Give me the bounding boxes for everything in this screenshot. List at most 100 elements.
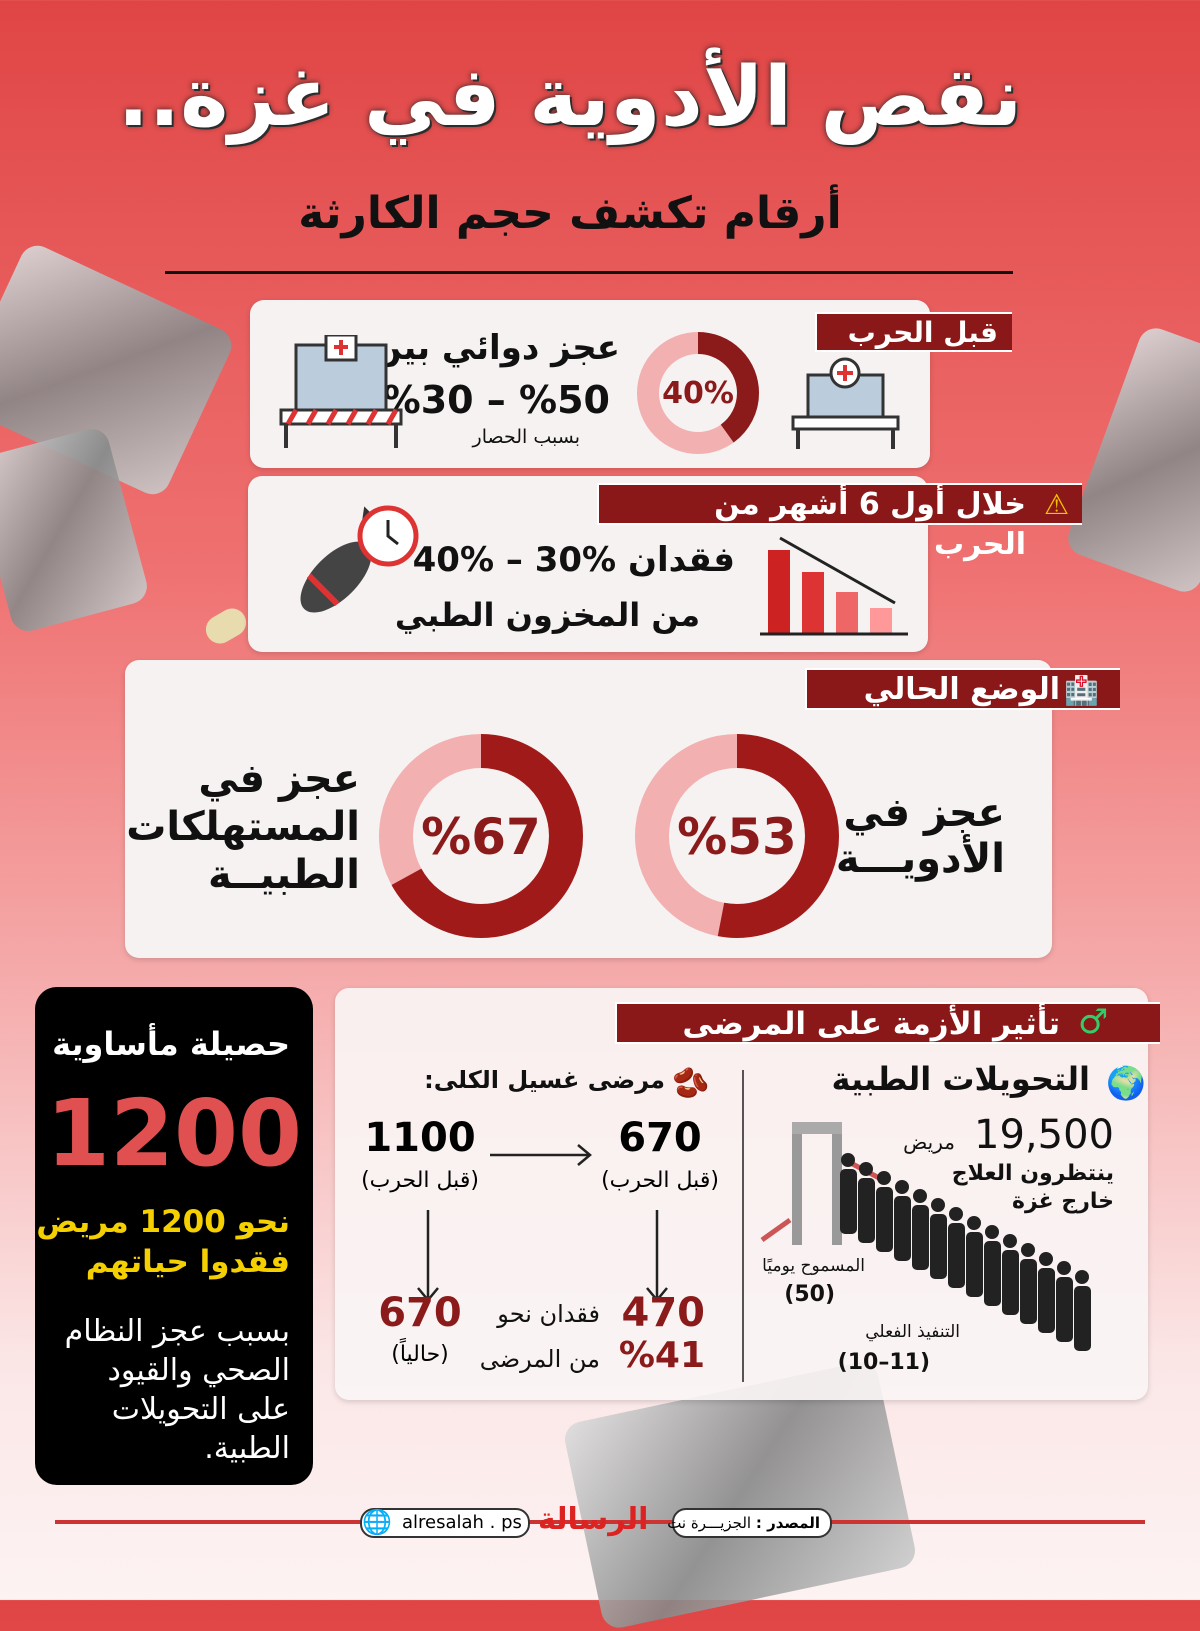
transfers-waiting: ينتظرون العلاج خارج غزة: [951, 1161, 1114, 1214]
person-icon: [1039, 1252, 1053, 1266]
person-icon: [858, 1178, 875, 1243]
dialysis-title: مرضى غسيل الكلى:: [424, 1066, 665, 1094]
actual-label: التنفيذ الفعلي: [865, 1322, 960, 1342]
dialysis-current-label: (حالياً): [391, 1342, 449, 1367]
person-icon: [984, 1241, 1001, 1306]
donut-value: 40%: [662, 376, 734, 411]
person-icon: [1020, 1259, 1037, 1324]
arrow-down-icon: [417, 1210, 668, 1302]
source-badge: المصدر : الجزيـــرة نت: [667, 1508, 832, 1538]
declining-bar-chart-icon: [760, 536, 908, 636]
arrows: [417, 1144, 668, 1302]
dialysis-loss-value: 470: [621, 1290, 706, 1336]
loss-range: فقدان %30 – %40: [412, 540, 735, 580]
globe-icon: 🌍: [1106, 1064, 1146, 1102]
arrow-right-icon: [490, 1144, 592, 1166]
person-icon: [1056, 1277, 1073, 1342]
supplies-title: عجز في المستهلكات الطبيــة: [126, 756, 360, 898]
person-icon: [877, 1171, 891, 1185]
hospital-barrier-icon: [279, 335, 403, 448]
impact-label: تأثير الأزمة على المرضى: [615, 1002, 1160, 1044]
dialysis-before-a-label: (قبل الحرب): [361, 1168, 479, 1193]
transfers-unit: مريض: [903, 1130, 955, 1154]
toll-deaths: نحو 1200 مريض فقدوا حياتهم: [36, 1204, 290, 1280]
medicines-title: عجز في الأدويـــة: [835, 790, 1005, 882]
page-title: نقص الأدوية في غزة..: [117, 50, 1023, 145]
actual-value: (11–10): [837, 1350, 930, 1375]
person-icon: [985, 1225, 999, 1239]
allowed-label: المسموح يوميًا: [762, 1256, 865, 1276]
footer-line: [55, 1520, 1145, 1524]
medicines-donut: %53: [635, 734, 839, 938]
supplies-donut: %67: [379, 734, 583, 938]
hospital-icon: 🏥: [1064, 674, 1099, 707]
toll-title: حصيلة مأساوية: [52, 1025, 290, 1063]
person-icon: [1002, 1250, 1019, 1315]
person-icon: [876, 1187, 893, 1252]
before-war-line1: عجز دوائي بين: [372, 328, 620, 368]
person-icon: [894, 1196, 911, 1261]
donut-fill: [379, 734, 583, 938]
person-icon: [948, 1223, 965, 1288]
hospital-icon: [791, 357, 900, 449]
impact-card: [335, 988, 1148, 1400]
alresalah-logo: الرسالة: [538, 1502, 649, 1537]
before-war-range: %30 – %50: [382, 378, 610, 422]
website-link[interactable]: alresalah . ps: [360, 1508, 530, 1538]
person-icon: [1021, 1243, 1035, 1257]
before-war-donut: 40%: [637, 332, 759, 454]
person-icon: [912, 1205, 929, 1270]
before-war-label: قبل الحرب: [815, 312, 1012, 352]
person-icon: [1038, 1268, 1055, 1333]
person-icon: [895, 1180, 909, 1194]
donut-fill: [635, 734, 839, 938]
divider: [165, 271, 1013, 274]
queue-gate-icon: [760, 1122, 1091, 1351]
divider: [742, 1070, 744, 1382]
loss-subject: من المخزون الطبي: [394, 596, 700, 634]
person-icon: [930, 1214, 947, 1279]
dialysis-loss-pct: %41: [618, 1335, 705, 1376]
person-icon: [840, 1169, 857, 1234]
transfers-count: 19,500: [974, 1112, 1114, 1158]
page-subtitle: أرقام تكشف حجم الكارثة: [298, 188, 842, 239]
person-icon: [949, 1207, 963, 1221]
person-icon: [841, 1153, 855, 1167]
current-status-label: الوضع الحالي: [805, 668, 1120, 710]
person-icon: [967, 1216, 981, 1230]
dialysis-before-b: 670: [618, 1115, 702, 1161]
source-label: المصدر :: [755, 1514, 820, 1532]
source-name: الجزيـــرة نت: [667, 1514, 752, 1532]
allowed-value: (50): [784, 1282, 835, 1307]
person-icon: [1057, 1261, 1071, 1275]
dialysis-current: 670: [378, 1290, 462, 1336]
toll-number: 1200: [45, 1080, 303, 1187]
person-icon: [966, 1232, 983, 1297]
toll-description: بسبب عجز النظام الصحي والقيود على التحويلا…: [64, 1314, 290, 1466]
donut-fill: [637, 332, 759, 454]
dialysis-before-a: 1100: [364, 1115, 476, 1161]
person-icon: [913, 1189, 927, 1203]
website-text: alresalah . ps: [402, 1512, 522, 1533]
first-six-months-label: خلال أول 6 أشهر من الحرب: [597, 483, 1082, 562]
before-war-reason: بسبب الحصار: [472, 426, 580, 448]
person-icon: [1075, 1270, 1089, 1284]
kidneys-icon: 🫘: [672, 1066, 710, 1101]
donut-value: %53: [677, 808, 797, 866]
bomb-icon: [300, 505, 419, 613]
person-icon: [859, 1162, 873, 1176]
dialysis-loss-pct-text: من المرضى: [479, 1345, 600, 1373]
dialysis-loss-text: فقدان نحو: [497, 1300, 600, 1328]
globe-icon: 🌐: [362, 1508, 392, 1536]
dialysis-before-b-label: (قبل الحرب): [601, 1168, 719, 1193]
pill-blister-image: [1063, 323, 1200, 597]
pill-icon: [200, 603, 252, 649]
person-icon: [931, 1198, 945, 1212]
person-icon: [1003, 1234, 1017, 1248]
warning-icon: ⚠: [1044, 488, 1070, 521]
toll-box: [35, 987, 313, 1485]
person-icon: [1074, 1286, 1091, 1351]
transfers-title: التحويلات الطبية: [831, 1060, 1090, 1098]
male-symbol-icon: ♂: [1078, 1002, 1109, 1042]
donut-value: %67: [421, 808, 541, 866]
